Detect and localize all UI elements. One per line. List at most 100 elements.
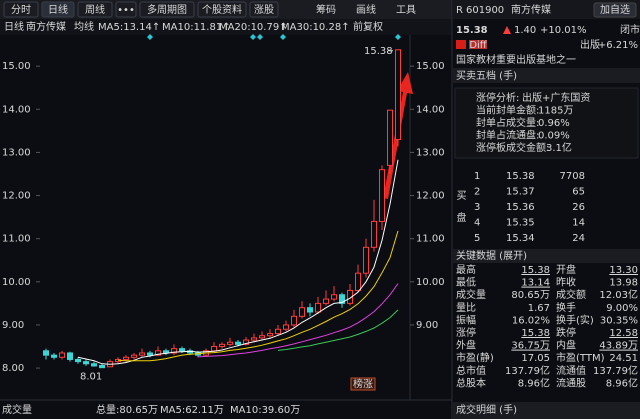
candle-body — [363, 246, 369, 274]
y2-tick-label: 10.00 — [416, 277, 445, 288]
tab[interactable] — [3, 1, 39, 18]
key-label: 量比 — [456, 302, 476, 314]
key-label: 流通值 — [556, 364, 586, 377]
tab-label: ••• — [117, 5, 135, 16]
book-volume: 14 — [572, 218, 585, 229]
key-value: 24.51 — [609, 353, 638, 364]
candle-body — [387, 109, 393, 166]
badge: 榜涨 — [353, 378, 373, 391]
tab-label: 周线 — [85, 3, 105, 16]
candle-body — [283, 324, 289, 330]
book-level: 4 — [474, 218, 480, 229]
volume-label: MA5:62.11万 — [160, 405, 224, 416]
analysis-key: 涨停板成交金额: — [476, 141, 549, 154]
candle-body — [179, 348, 185, 352]
candle-body — [131, 354, 137, 358]
book-volume: 65 — [572, 187, 585, 198]
candle-body — [323, 298, 329, 304]
candle-body — [155, 350, 161, 356]
candle-body — [67, 352, 73, 360]
candle-body — [307, 307, 313, 313]
stock-name: 南方传媒 — [26, 20, 66, 33]
key-value: 15.38 — [521, 265, 550, 276]
y2-tick-label: 12.00 — [416, 191, 445, 202]
key-label: 成交额 — [556, 288, 586, 301]
key-value: 9.00% — [606, 303, 638, 314]
y-tick-label: 10.00 — [2, 277, 31, 288]
section-bar — [453, 68, 640, 83]
key-label: 内盘 — [556, 339, 576, 352]
tool-button: 筹码 — [316, 3, 336, 16]
key-label: 最高 — [456, 263, 476, 276]
candle-body — [83, 361, 89, 365]
candle-body — [291, 315, 297, 326]
add-button-label: 加自选 — [600, 3, 630, 16]
candle-body — [395, 49, 401, 140]
y-tick-label: 11.00 — [2, 234, 31, 245]
adjust: 前复权 — [353, 20, 383, 33]
candle-body — [147, 352, 153, 356]
candle-body — [315, 302, 321, 313]
market: R — [456, 5, 463, 16]
key-label: 最低 — [456, 276, 476, 289]
tab[interactable] — [249, 1, 279, 18]
tab[interactable] — [115, 1, 137, 18]
tab[interactable] — [41, 1, 75, 18]
key-label: 总市值 — [456, 364, 486, 377]
detail-title: 成交明细 (手) — [456, 403, 517, 416]
y2-tick-label: 9.00 — [416, 320, 438, 331]
tool-button: 工具 — [396, 4, 416, 16]
add-button[interactable] — [593, 2, 637, 18]
price: 15.38 — [456, 25, 488, 36]
key-value: 30.35% — [600, 315, 638, 326]
key-label: 开盘 — [556, 263, 576, 276]
analysis-key: 封单占流通盘: — [476, 129, 539, 142]
key-label: 涨停 — [456, 326, 476, 339]
sector: 出版 — [580, 38, 600, 51]
tab[interactable] — [197, 1, 247, 18]
tab-label: 日线 — [48, 3, 68, 16]
candle-body — [251, 337, 257, 341]
pct: +10.01% — [540, 25, 587, 36]
tool-button: 画线 — [356, 3, 376, 16]
up-arrow — [503, 26, 511, 34]
analysis-value: 0.96% — [538, 118, 570, 129]
candle-body — [219, 343, 225, 348]
tab-label: 多周期图 — [147, 3, 187, 16]
analysis-value: 0.09% — [538, 131, 570, 142]
key-value: 15.38 — [521, 328, 550, 339]
side-label: 买盘 — [454, 190, 466, 234]
period: 日线 — [4, 20, 24, 33]
y-tick-label: 12.00 — [2, 191, 31, 202]
key-label: 振幅 — [456, 313, 476, 326]
tag-box — [469, 40, 487, 49]
note: 国家教材重要出版基地之一 — [456, 53, 576, 66]
key-value: 13.14 — [521, 278, 550, 289]
tab[interactable] — [77, 1, 113, 18]
name: 南方传媒 — [511, 3, 551, 16]
key-value: 13.98 — [609, 278, 638, 289]
ma-legend: MA5:13.14↑ — [98, 22, 160, 33]
analysis-value: 出版+广东国资 — [522, 91, 590, 104]
y2-tick-label: 14.00 — [416, 104, 445, 115]
volume-label: 总量:80.65万 — [96, 403, 158, 416]
y-tick-label: 13.00 — [2, 147, 31, 158]
candle-body — [299, 307, 305, 317]
book-level: 1 — [474, 171, 480, 182]
candle-body — [275, 328, 281, 335]
sector-pct: +6.21% — [598, 40, 638, 51]
candle-body — [139, 352, 145, 356]
low-label: 8.01 — [80, 372, 102, 383]
analysis-value: 3.1亿 — [546, 141, 572, 154]
tab[interactable] — [139, 1, 195, 18]
section-bar — [453, 402, 640, 419]
analysis-value: 1185万 — [538, 106, 573, 117]
book-volume: 24 — [572, 233, 585, 244]
candle-body — [51, 354, 57, 358]
key-value: 17.05 — [521, 353, 550, 364]
toolbar — [0, 0, 452, 19]
candle-body — [91, 363, 97, 367]
y2-tick-label: 15.00 — [416, 61, 445, 72]
candle-body — [171, 348, 177, 354]
analysis-key: 当前封单金额: — [476, 104, 539, 117]
